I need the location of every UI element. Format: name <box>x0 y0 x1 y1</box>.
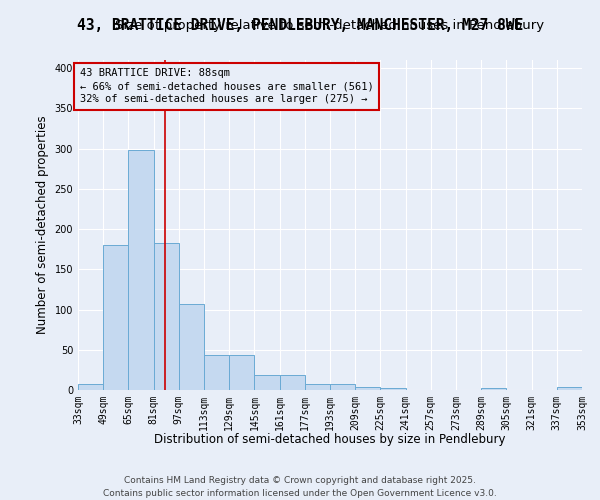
Bar <box>128 150 154 390</box>
Bar <box>481 388 506 390</box>
Bar <box>229 354 254 390</box>
X-axis label: Distribution of semi-detached houses by size in Pendlebury: Distribution of semi-detached houses by … <box>154 433 506 446</box>
Bar <box>355 387 380 390</box>
Bar <box>154 242 179 390</box>
Y-axis label: Number of semi-detached properties: Number of semi-detached properties <box>36 116 49 334</box>
Bar <box>204 354 229 390</box>
Bar <box>305 384 330 390</box>
Bar <box>280 374 305 390</box>
Bar <box>380 388 406 390</box>
Text: 43, BRATTICE DRIVE, PENDLEBURY, MANCHESTER, M27 8WE: 43, BRATTICE DRIVE, PENDLEBURY, MANCHEST… <box>77 18 523 32</box>
Bar <box>254 374 280 390</box>
Text: Contains HM Land Registry data © Crown copyright and database right 2025.
Contai: Contains HM Land Registry data © Crown c… <box>103 476 497 498</box>
Bar <box>330 384 355 390</box>
Bar <box>78 384 103 390</box>
Text: 43 BRATTICE DRIVE: 88sqm
← 66% of semi-detached houses are smaller (561)
32% of : 43 BRATTICE DRIVE: 88sqm ← 66% of semi-d… <box>80 68 373 104</box>
Bar <box>179 304 204 390</box>
Bar <box>103 245 128 390</box>
Bar <box>557 387 582 390</box>
Title: Size of property relative to semi-detached houses in Pendlebury: Size of property relative to semi-detach… <box>115 20 545 32</box>
